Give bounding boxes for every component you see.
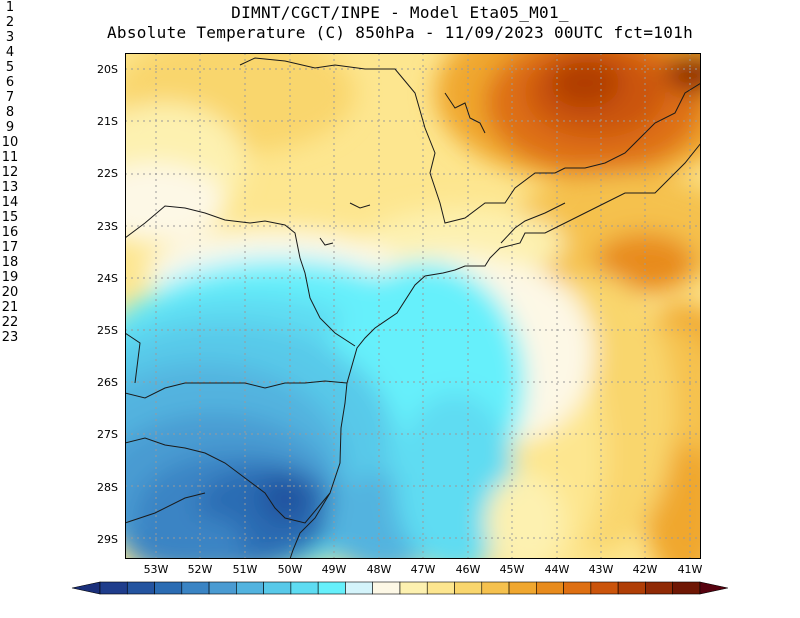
colorbar-label: 18 (1, 255, 19, 270)
colorbar-label: 17 (1, 240, 19, 255)
lat-label-28s: 28S (97, 481, 118, 494)
political-boundaries (125, 57, 701, 559)
colorbar-swatch (126, 581, 155, 595)
colorbar-label: 11 (1, 150, 19, 165)
colorbar-label: 16 (1, 225, 19, 240)
colorbar-label: 1 (5, 0, 15, 15)
lat-label-25s: 25S (97, 324, 118, 337)
lon-label-42w: 42W (632, 563, 658, 576)
lon-label-45w: 45W (499, 563, 525, 576)
colorbar-label: 19 (1, 270, 19, 285)
map-frame (125, 53, 701, 559)
lon-label-50w: 50W (277, 563, 303, 576)
colorbar-swatch (181, 581, 210, 595)
lat-label-21s: 21S (97, 115, 118, 128)
colorbar-swatch (672, 581, 701, 595)
colorbar-swatch (617, 581, 646, 595)
lat-label-29s: 29S (97, 533, 118, 546)
colorbar-label: 8 (5, 105, 15, 120)
colorbar-label: 22 (1, 315, 19, 330)
temperature-field (125, 53, 701, 559)
colorbar-label: 10 (1, 135, 19, 150)
lon-label-43w: 43W (588, 563, 614, 576)
colorbar-swatch (372, 581, 401, 595)
lat-label-27s: 27S (97, 428, 118, 441)
lon-label-51w: 51W (232, 563, 258, 576)
lon-label-47w: 47W (410, 563, 436, 576)
colorbar-swatch (317, 581, 346, 595)
colorbar-swatch (263, 581, 292, 595)
colorbar-swatch (481, 581, 510, 595)
colorbar-swatch (508, 581, 537, 595)
colorbar-swatch (590, 581, 619, 595)
colorbar-label: 3 (5, 30, 15, 45)
lon-label-46w: 46W (455, 563, 481, 576)
colorbar-swatch (99, 581, 128, 595)
lat-label-23s: 23S (97, 220, 118, 233)
colorbar-under-arrow (71, 581, 101, 595)
map-title-line1: DIMNT/CGCT/INPE - Model Eta05_M01_ (231, 3, 569, 22)
colorbar-label: 21 (1, 300, 19, 315)
colorbar-label: 7 (5, 90, 15, 105)
colorbar-label: 23 (1, 330, 19, 345)
colorbar-over-arrow (699, 581, 729, 595)
lon-label-48w: 48W (366, 563, 392, 576)
colorbar (71, 581, 729, 595)
colorbar-label: 9 (5, 120, 15, 135)
lon-label-44w: 44W (544, 563, 570, 576)
colorbar-label: 13 (1, 180, 19, 195)
colorbar-swatch (345, 581, 373, 595)
grid-lines (125, 53, 701, 559)
colorbar-swatch (454, 581, 483, 595)
colorbar-label: 14 (1, 195, 19, 210)
colorbar-label: 6 (5, 75, 15, 90)
map-title-line2: Absolute Temperature (C) 850hPa - 11/09/… (106, 23, 694, 42)
colorbar-label: 12 (1, 165, 19, 180)
lon-label-41w: 41W (677, 563, 703, 576)
colorbar-label: 5 (5, 60, 15, 75)
colorbar-swatch (426, 581, 455, 595)
lat-label-22s: 22S (97, 167, 118, 180)
colorbar-label: 20 (1, 285, 19, 300)
lat-label-26s: 26S (97, 376, 118, 389)
colorbar-swatch (645, 581, 673, 595)
colorbar-label: 2 (5, 15, 15, 30)
temperature-map (125, 53, 701, 559)
lon-label-53w: 53W (143, 563, 169, 576)
colorbar-swatch (536, 581, 564, 595)
lat-label-24s: 24S (97, 272, 118, 285)
colorbar-label: 15 (1, 210, 19, 225)
colorbar-swatch (563, 581, 592, 595)
colorbar-swatch (236, 581, 264, 595)
colorbar-swatch (399, 581, 428, 595)
colorbar-swatch (208, 581, 237, 595)
colorbar-label: 4 (5, 45, 15, 60)
lon-label-49w: 49W (321, 563, 347, 576)
lon-label-52w: 52W (187, 563, 213, 576)
colorbar-swatch (154, 581, 183, 595)
lat-label-20s: 20S (97, 63, 118, 76)
colorbar-swatch (290, 581, 319, 595)
